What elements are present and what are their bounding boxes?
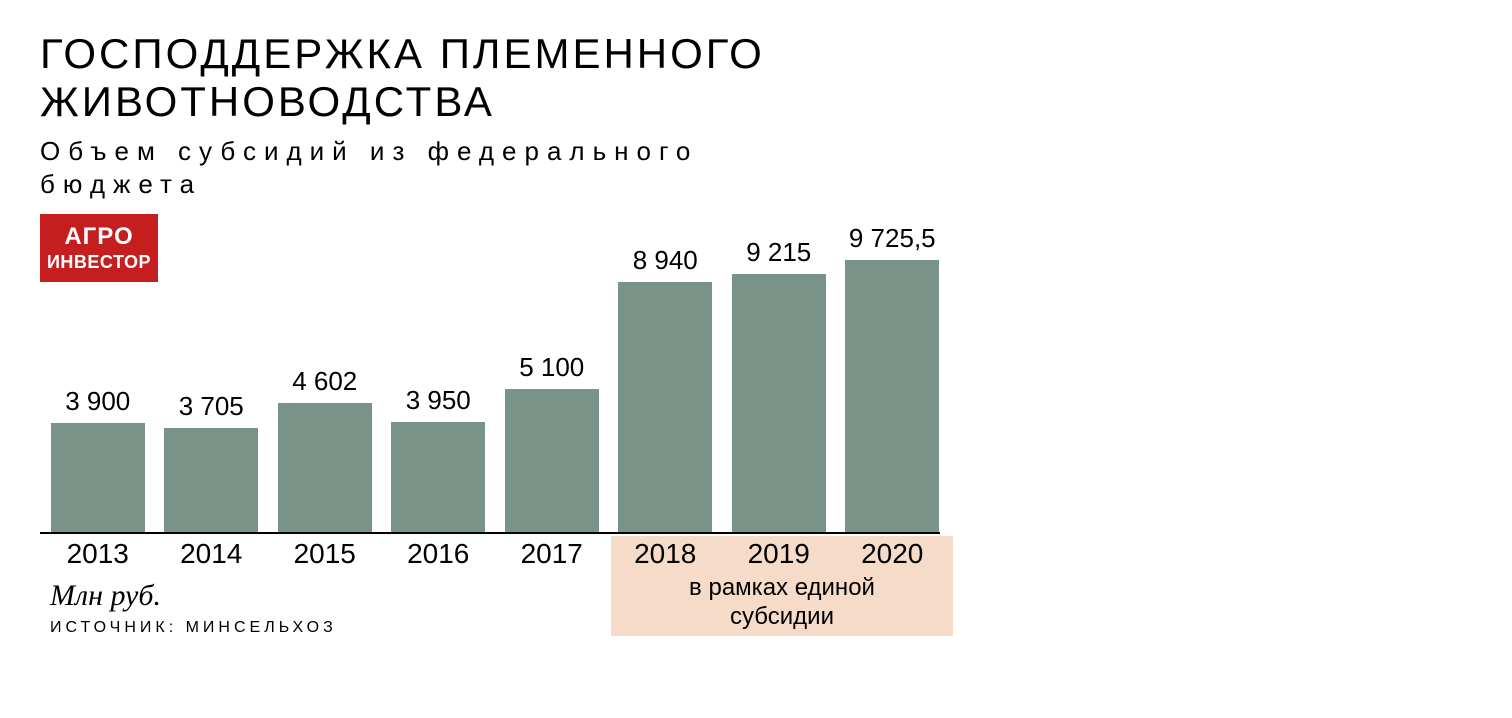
bar-chart: 3 900 3 705 4 602 3 950 5 100 8 940 9 215 9 725… [40,214,940,634]
bar-value-label: 8 940 [633,245,698,276]
bar-value-label: 3 705 [179,391,244,422]
bar-group: 5 100 [504,352,600,532]
bar-group: 9 725,5 [845,223,941,532]
source-label: ИСТОЧНИК: МИНСЕЛЬХОЗ [50,619,337,637]
bar-value-label: 3 950 [406,385,471,416]
x-axis-label: 2017 [504,538,600,570]
title-line-1: ГОСПОДДЕРЖКА ПЛЕМЕННОГО [40,30,765,77]
bar-value-label: 9 725,5 [849,223,936,254]
x-axis-label: 2014 [164,538,260,570]
bar [278,403,372,532]
logo-text-2: ИНВЕСТОР [47,253,151,271]
bar [164,428,258,532]
x-axis-label: 2020 [845,538,941,570]
title-line-2: ЖИВОТНОВОДСТВА [40,78,495,125]
bar-group: 3 900 [50,386,146,532]
unit-label: Млн руб. [50,579,161,613]
bar-group: 3 950 [391,385,487,533]
bar-group: 3 705 [164,391,260,532]
bar-group: 4 602 [277,366,373,532]
unified-subsidy-label: в рамках единой субсидии [611,574,953,632]
bar [618,282,712,532]
bar-group: 8 940 [618,245,714,532]
x-axis-label: 2015 [277,538,373,570]
bar [51,423,145,532]
subtitle-line-2: бюджета [40,169,202,199]
logo-text-1: АГРО [64,225,133,249]
x-axis-labels: 2013 2014 2015 2016 2017 2018 2019 2020 [40,538,940,570]
x-axis-label: 2016 [391,538,487,570]
highlight-text-1: в рамках единой [689,574,875,601]
bar-value-label: 9 215 [746,237,811,268]
x-axis-label: 2018 [618,538,714,570]
chart-container: АГРО ИНВЕСТОР 3 900 3 705 4 602 3 950 5 100 8… [40,214,940,634]
bar-value-label: 4 602 [292,366,357,397]
bar [505,389,599,532]
chart-title: ГОСПОДДЕРЖКА ПЛЕМЕННОГО ЖИВОТНОВОДСТВА [40,30,1472,127]
publisher-logo: АГРО ИНВЕСТОР [40,214,158,282]
x-axis-label: 2013 [50,538,146,570]
bar [391,422,485,533]
x-axis-label: 2019 [731,538,827,570]
bars-area: 3 900 3 705 4 602 3 950 5 100 8 940 9 215 9 725… [40,214,940,534]
chart-subtitle: Объем субсидий из федерального бюджета [40,135,1472,203]
bar [732,274,826,532]
bar [845,260,939,532]
bar-value-label: 5 100 [519,352,584,383]
subtitle-line-1: Объем субсидий из федерального [40,136,698,166]
highlight-text-2: субсидии [730,603,834,630]
bar-value-label: 3 900 [65,386,130,417]
bar-group: 9 215 [731,237,827,532]
